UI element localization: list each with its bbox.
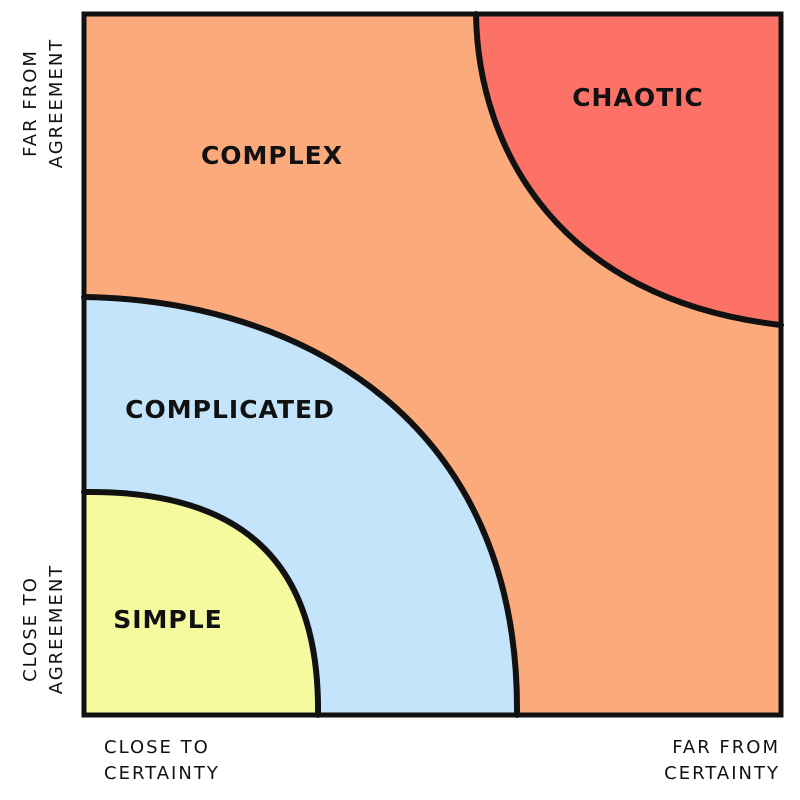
simple-boundary — [81, 488, 322, 718]
y-axis-bottom-line1: CLOSE TO — [20, 576, 41, 682]
x-axis-left-label: CLOSE TO CERTAINTY — [104, 735, 220, 787]
complicated-boundary — [81, 294, 521, 718]
y-axis-bottom-label: CLOSE TO AGREEMENT — [18, 554, 68, 704]
x-axis-right-line2: CERTAINTY — [664, 763, 780, 785]
chaotic-boundary — [473, 11, 784, 328]
matrix-frame — [81, 11, 784, 718]
chaotic-region — [476, 14, 781, 325]
x-axis-right-line1: FAR FROM — [672, 737, 780, 758]
y-axis-top-line2: AGREEMENT — [46, 37, 68, 169]
x-axis-left-line2: CERTAINTY — [104, 763, 220, 785]
chaotic-label: CHAOTIC — [572, 83, 704, 112]
simple-label: SIMPLE — [113, 605, 223, 634]
x-axis-left-line1: CLOSE TO — [104, 737, 210, 758]
y-axis-top-label: FAR FROM AGREEMENT — [18, 28, 68, 178]
y-axis-top-line1: FAR FROM — [20, 49, 41, 157]
x-axis-right-label: FAR FROM CERTAINTY — [664, 735, 780, 787]
y-axis-bottom-line2: AGREEMENT — [46, 563, 68, 695]
complex-label: COMPLEX — [201, 141, 343, 170]
complicated-label: COMPLICATED — [125, 395, 335, 424]
